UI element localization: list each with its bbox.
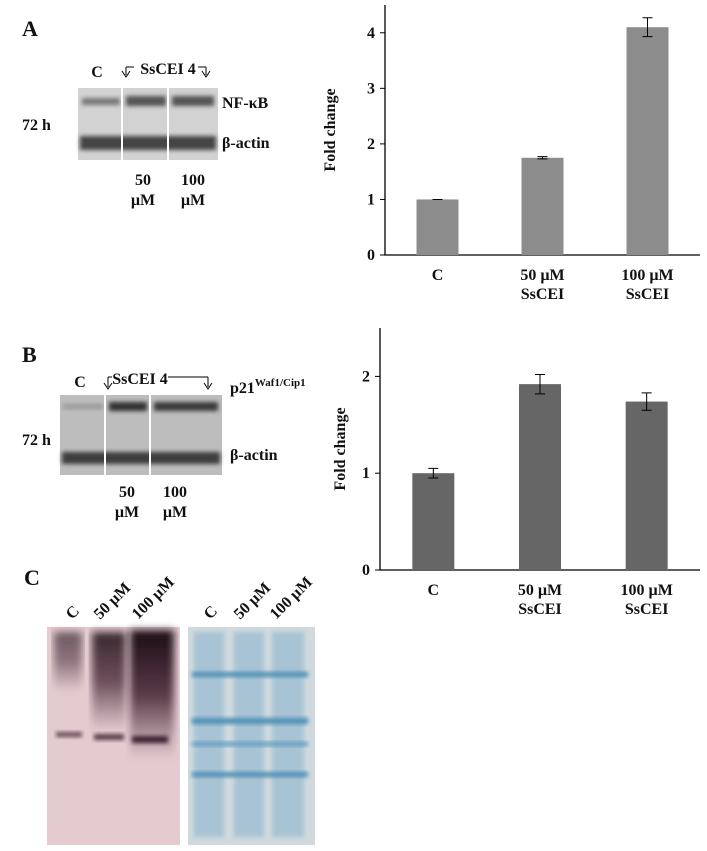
band-label: p21Waf1/Cip1 (230, 377, 306, 397)
time-label: 72 h (22, 117, 51, 134)
dose-label: 100 (163, 484, 187, 501)
bar (521, 157, 564, 255)
error-bar (428, 467, 439, 479)
lane-label: C (74, 374, 86, 391)
x-tick-label: C (432, 267, 444, 284)
y-tick-label: 2 (367, 136, 375, 153)
lane-label: SsCEI 4 (112, 371, 168, 388)
y-tick-label: 4 (367, 25, 375, 42)
dose-label: 50 (135, 172, 151, 189)
band-label: β-actin (222, 135, 270, 152)
bar (416, 199, 459, 255)
panel-label: A (22, 16, 38, 41)
bar (519, 384, 561, 570)
y-tick-label: 3 (367, 80, 375, 97)
error-bar (535, 373, 545, 395)
dose-label: µM (131, 192, 155, 209)
bracket (121, 66, 211, 78)
x-tick-label: 50 µM (520, 267, 564, 284)
lane-label: 50 µM (231, 579, 274, 622)
dose-label: µM (115, 504, 139, 521)
lane-label: C (91, 64, 103, 81)
x-tick-label: SsCEI (521, 286, 565, 303)
blot (60, 395, 222, 475)
error-bar (537, 156, 548, 160)
panel-label: C (24, 565, 40, 590)
dose-label: 50 (119, 484, 135, 501)
band-label: β-actin (230, 447, 278, 464)
dose-label: 100 (181, 172, 205, 189)
band-label: NF-κB (222, 95, 269, 112)
lane-label: 100 µM (129, 574, 178, 623)
blot (78, 88, 218, 160)
lane-label: 50 µM (91, 579, 134, 622)
y-axis-label: Fold change (332, 407, 349, 490)
bar (625, 401, 668, 570)
x-tick-label: 100 µM (621, 582, 673, 599)
x-tick-label: C (428, 582, 440, 599)
panel-label: B (22, 342, 37, 367)
band-text: p21 (230, 380, 255, 397)
y-tick-label: 2 (362, 368, 370, 385)
error-bar (641, 392, 652, 411)
lane-label: C (63, 603, 83, 623)
error-bar (642, 17, 653, 38)
x-tick-label: SsCEI (626, 286, 670, 303)
bar (412, 473, 455, 570)
dose-label: µM (181, 192, 205, 209)
dose-label: µM (163, 504, 187, 521)
y-tick-label: 0 (367, 247, 375, 264)
lane-label: SsCEI 4 (140, 61, 196, 78)
y-tick-label: 1 (362, 465, 370, 482)
blot (188, 627, 315, 845)
x-tick-label: 100 µM (621, 267, 673, 284)
x-tick-label: 50 µM (518, 582, 562, 599)
lane-label: 100 µM (267, 574, 316, 623)
time-label: 72 h (22, 432, 51, 449)
x-tick-label: SsCEI (625, 601, 669, 618)
y-tick-label: 0 (362, 562, 370, 579)
y-tick-label: 1 (367, 191, 375, 208)
x-tick-label: SsCEI (518, 601, 562, 618)
lane-label: C (201, 603, 221, 623)
y-axis-label: Fold change (322, 88, 339, 171)
blot (47, 627, 180, 845)
bracket (103, 376, 213, 390)
band-superscript: Waf1/Cip1 (255, 377, 306, 389)
bar (626, 27, 669, 255)
